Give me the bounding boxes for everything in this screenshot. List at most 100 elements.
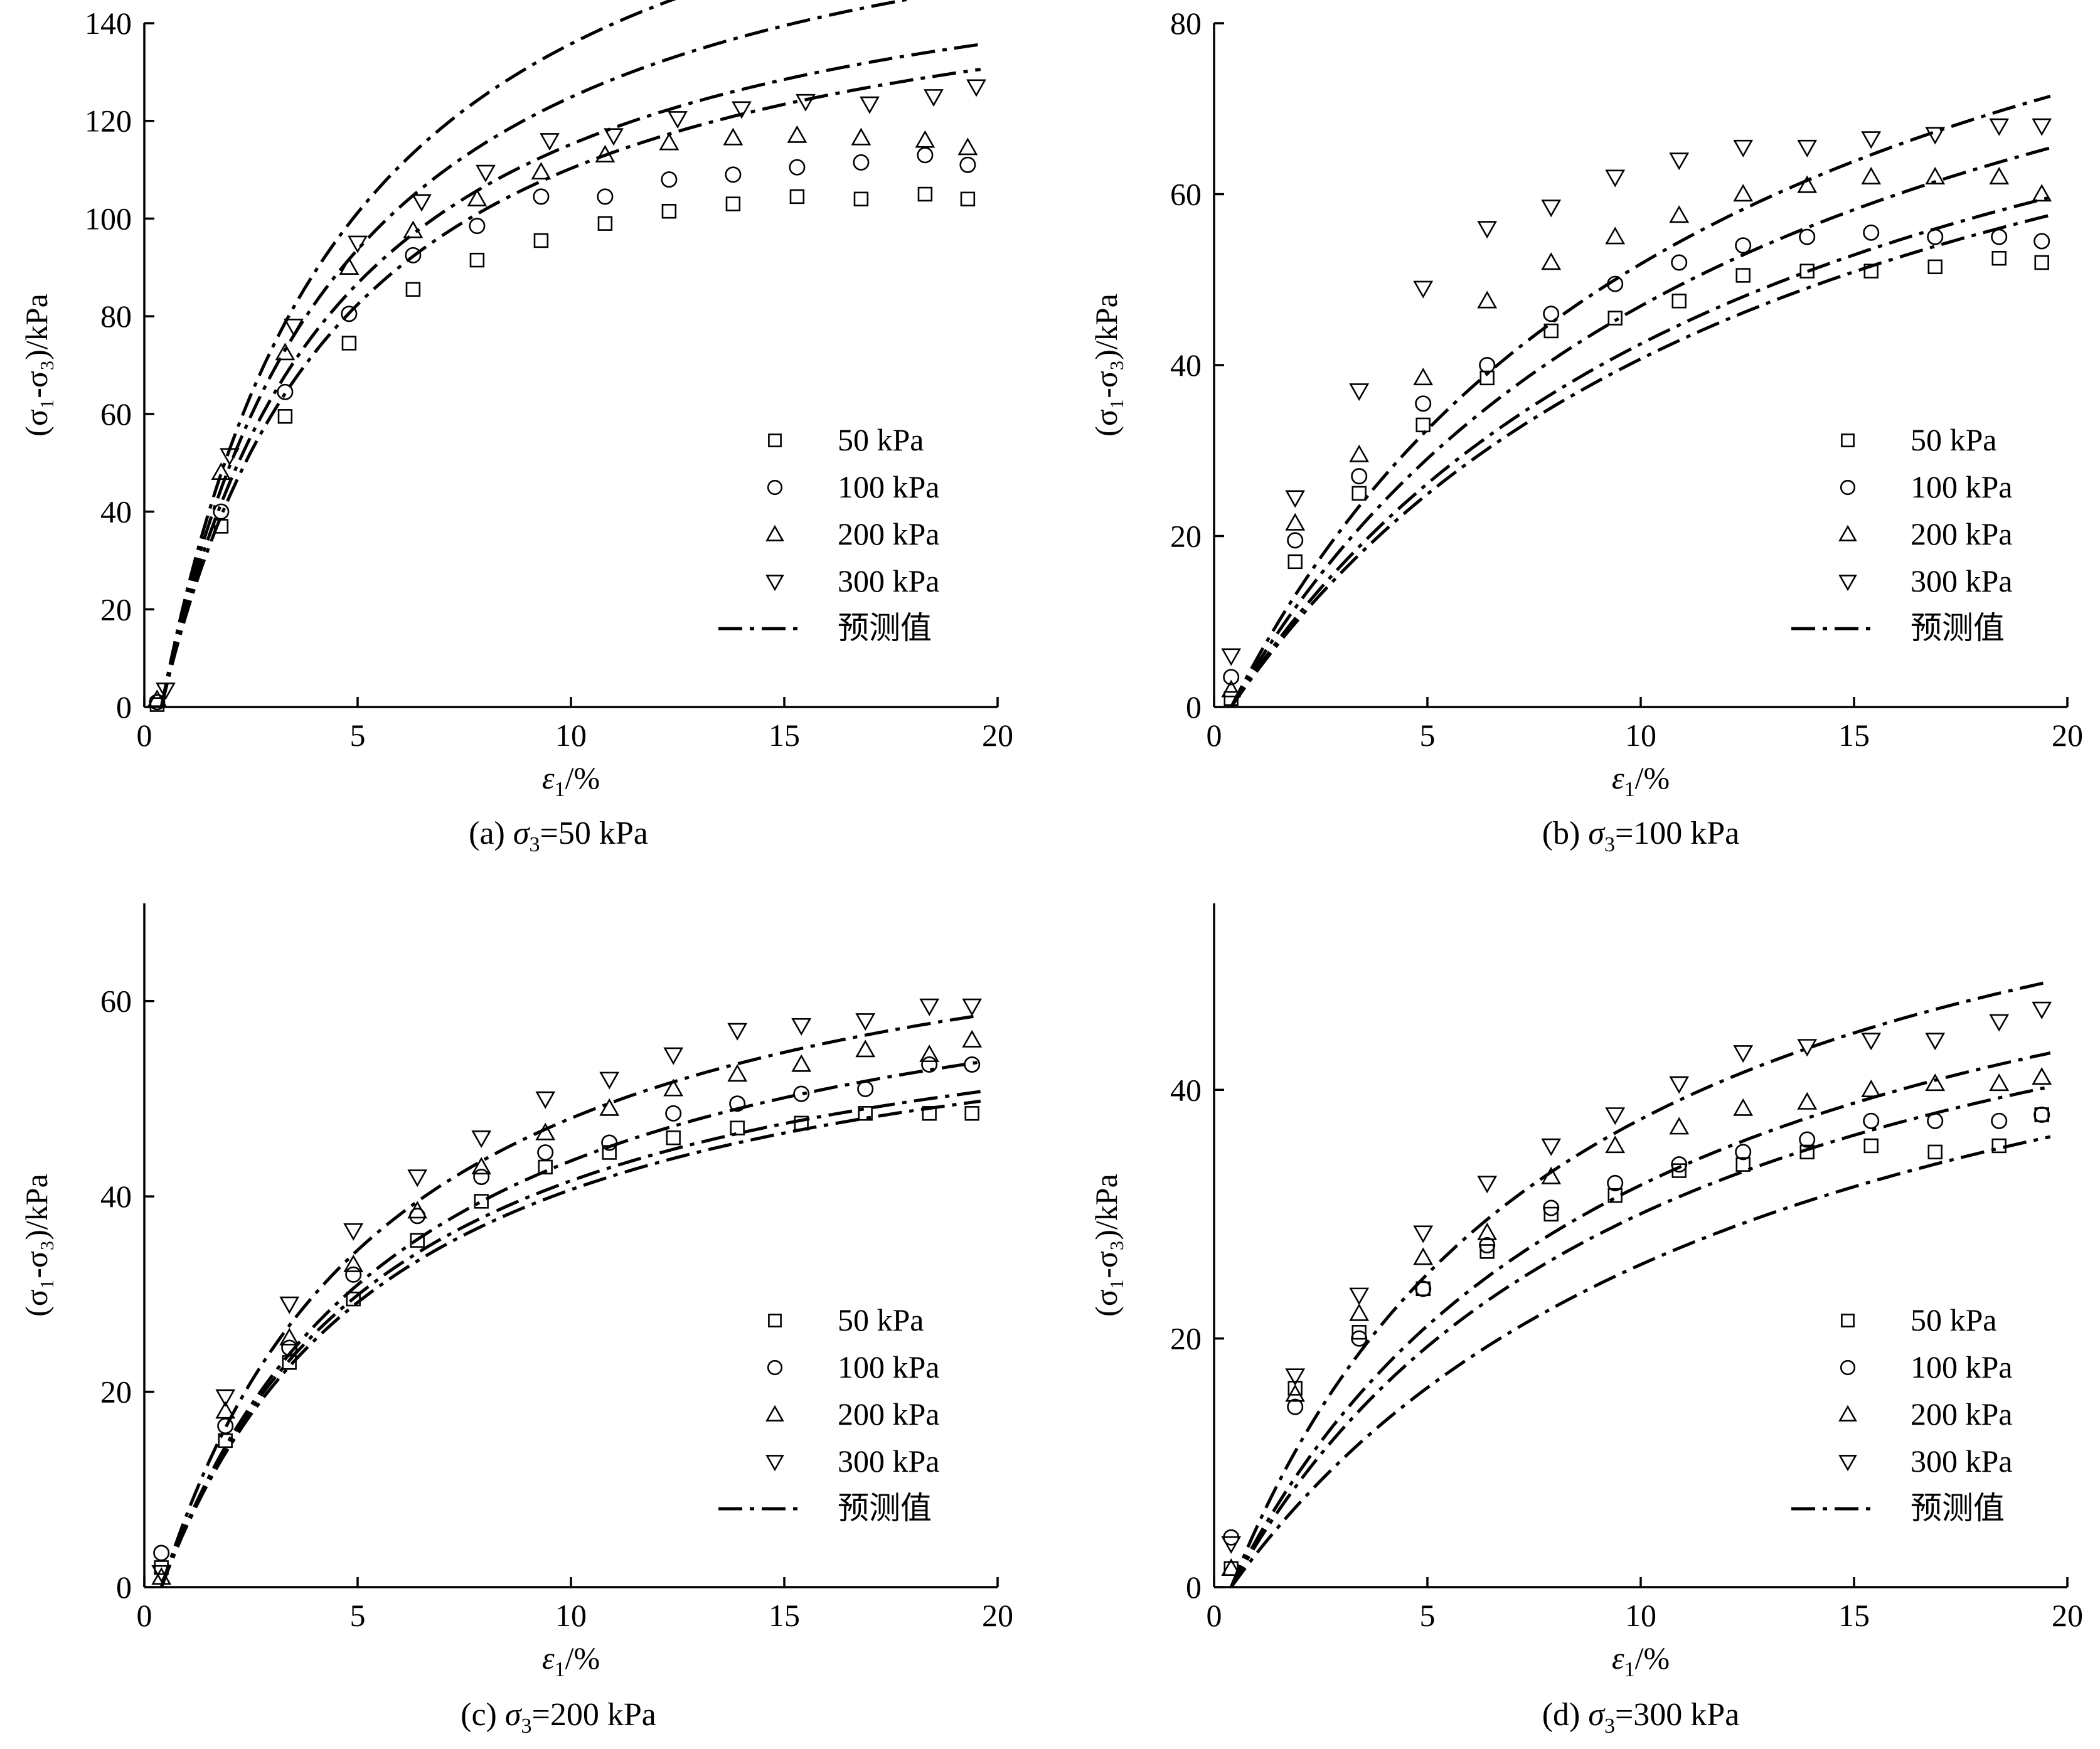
legend-label: 100 kPa (838, 1349, 940, 1385)
data-point-100kpa (277, 383, 294, 400)
data-point-50kpa (1543, 323, 1559, 339)
caption-suffix: =300 kPa (1615, 1697, 1739, 1733)
x-tick-label: 10 (555, 718, 587, 753)
data-point-50kpa (1863, 263, 1879, 279)
data-point-50kpa (1223, 691, 1239, 706)
caption-subscript: 3 (521, 1714, 532, 1738)
y-tick-label: 40 (100, 1179, 132, 1214)
data-point-50kpa (1927, 1144, 1943, 1160)
data-point-100kpa (917, 147, 934, 164)
caption-symbol: σ (505, 1697, 523, 1733)
x-axis-label: ε1/% (542, 1640, 600, 1681)
legend-label: 200 kPa (1911, 516, 2013, 551)
data-point-200kpa (1477, 1222, 1498, 1240)
data-point-100kpa (2033, 1106, 2050, 1123)
predicted-curve-100kpa (159, 1090, 981, 1588)
data-point-50kpa (661, 204, 677, 219)
data-point-50kpa (346, 1291, 361, 1307)
x-axis-label-symbol: ε (1612, 760, 1624, 795)
legend: 50 kPa 100 kPa 200 kPa 300 kPa 预测值 (718, 422, 940, 646)
legend-label: 200 kPa (1911, 1396, 2013, 1432)
data-point-200kpa (147, 689, 168, 708)
square-marker-icon (1841, 433, 1855, 447)
caption-prefix: (c) (461, 1697, 505, 1733)
data-point-200kpa (1349, 444, 1370, 462)
legend-label: 300 kPa (838, 563, 940, 598)
data-point-100kpa (1735, 237, 1752, 254)
data-point-300kpa (599, 1071, 620, 1090)
data-point-300kpa (1541, 1138, 1562, 1156)
panel-caption: (d) σ3=300 kPa (1542, 1697, 1740, 1738)
circle-marker-icon (1840, 479, 1856, 496)
data-point-50kpa (1287, 554, 1303, 570)
data-point-200kpa (1989, 166, 2010, 184)
data-point-200kpa (1413, 368, 1434, 386)
caption-symbol: σ (1588, 1697, 1606, 1733)
chart-panel-2: 0 5 10 15 20 0 20 40 60 80 ε1/% (σ₁-σ₃)/kPa (b) σ3=1… (1089, 6, 2083, 856)
panel-caption: (a) σ3=50 kPa (469, 816, 648, 856)
legend-label: 300 kPa (1911, 563, 2013, 598)
legend-label: 200 kPa (838, 1396, 940, 1432)
x-axis-label-subscript: 1 (1624, 1658, 1635, 1681)
data-point-300kpa (220, 448, 240, 466)
data-point-200kpa (531, 162, 552, 180)
data-point-200kpa (791, 1054, 812, 1072)
data-point-100kpa (537, 1144, 554, 1161)
caption-subscript: 3 (1604, 833, 1615, 856)
data-point-50kpa (666, 1130, 681, 1146)
data-point-200kpa (407, 1201, 428, 1219)
y-tick-label: 140 (85, 6, 132, 41)
data-point-100kpa (1863, 1112, 1880, 1129)
data-point-100kpa (1223, 669, 1240, 686)
data-point-50kpa (1927, 259, 1943, 275)
circle-marker-icon (767, 479, 783, 496)
data-point-200kpa (1413, 1247, 1434, 1265)
data-point-100kpa (921, 1056, 938, 1073)
y-axis-label: (σ₁-σ₃)/kPa (19, 1174, 54, 1317)
data-point-200kpa (919, 1045, 940, 1063)
data-point-100kpa (1671, 1156, 1688, 1173)
predicted-curve-300kpa (1229, 980, 2051, 1588)
x-tick-label: 15 (769, 718, 800, 753)
data-point-200kpa (1733, 184, 1754, 202)
data-point-200kpa (659, 132, 680, 151)
triangle-down-marker-icon (765, 575, 784, 592)
y-tick-label: 20 (100, 1374, 132, 1410)
triangle-up-marker-icon (765, 524, 784, 541)
x-tick-label: 20 (2052, 1598, 2083, 1633)
data-point-300kpa (1605, 1107, 1626, 1125)
data-point-100kpa (601, 1134, 618, 1151)
data-point-50kpa (1479, 370, 1495, 386)
data-point-100kpa (725, 166, 742, 183)
y-tick-label: 80 (1170, 6, 1202, 41)
legend-label: 50 kPa (1911, 1302, 1997, 1337)
data-point-200kpa (663, 1078, 684, 1097)
data-point-300kpa (1285, 490, 1306, 508)
predicted-curve-50kpa (159, 1099, 981, 1588)
caption-subscript: 3 (1604, 1714, 1615, 1738)
data-point-300kpa (412, 194, 432, 212)
circle-marker-icon (767, 1359, 783, 1376)
data-point-300kpa (1285, 1368, 1306, 1386)
data-point-300kpa (1221, 648, 1242, 666)
legend: 50 kPa 100 kPa 200 kPa 300 kPa 预测值 (718, 1302, 940, 1526)
data-point-300kpa (407, 1169, 428, 1188)
data-point-100kpa (1991, 1112, 2008, 1129)
data-point-300kpa (732, 101, 752, 119)
data-point-50kpa (917, 186, 933, 202)
data-point-300kpa (1413, 1225, 1434, 1243)
data-point-50kpa (533, 233, 549, 248)
data-point-100kpa (469, 218, 486, 235)
data-point-300kpa (215, 1389, 236, 1407)
y-tick-label: 0 (116, 689, 132, 725)
triangle-down-marker-icon (1838, 1455, 1857, 1472)
data-point-300kpa (1669, 152, 1690, 171)
y-tick-label: 100 (85, 201, 132, 236)
data-point-100kpa (857, 1080, 874, 1097)
y-axis-label: (σ₁-σ₃)/kPa (1089, 294, 1124, 437)
data-point-200kpa (1861, 1079, 1882, 1097)
data-point-50kpa (1671, 1163, 1687, 1178)
x-tick-label: 5 (1420, 718, 1436, 753)
predicted-curve-50kpa (1230, 1135, 2051, 1588)
data-point-300kpa (348, 235, 368, 253)
